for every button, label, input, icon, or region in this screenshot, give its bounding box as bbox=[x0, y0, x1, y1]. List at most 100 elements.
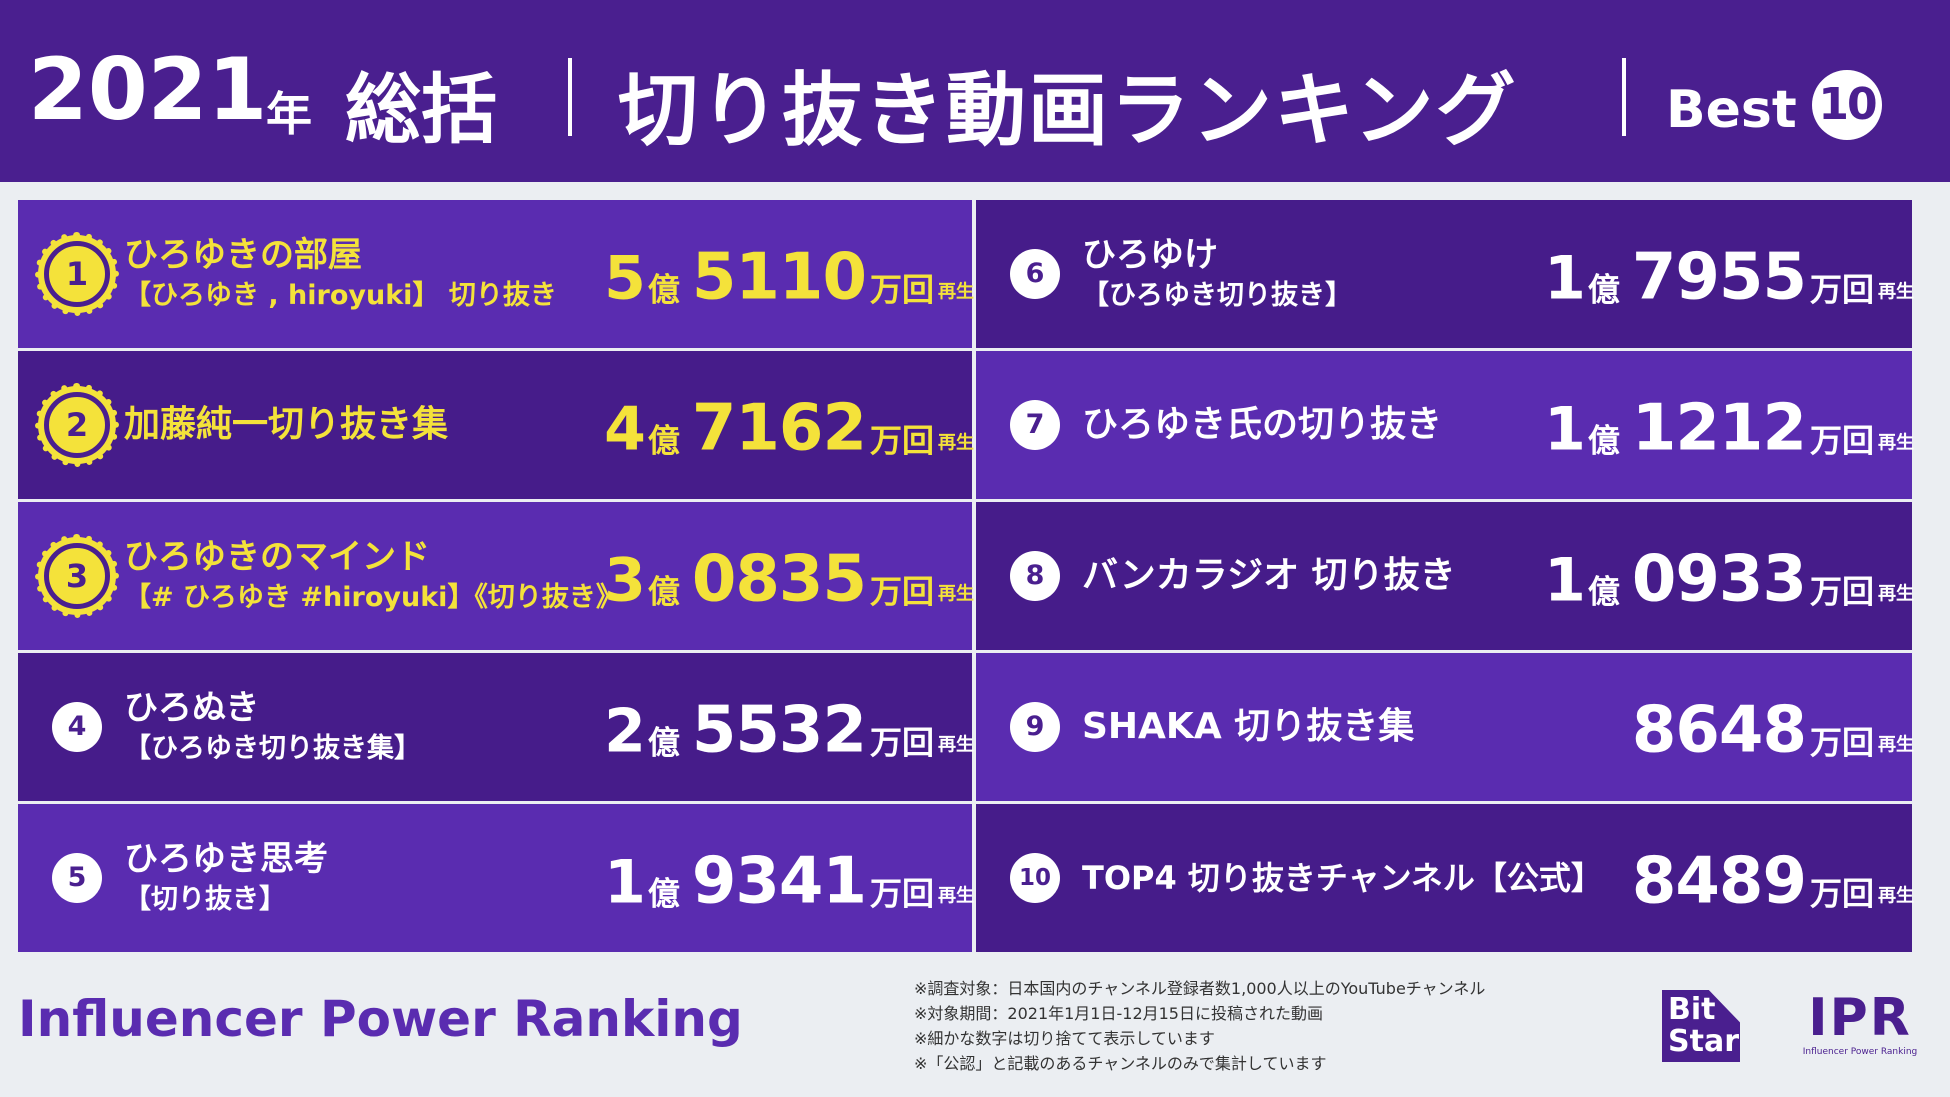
footer-note: ※「公認」と記載のあるチャンネルのみで集計しています bbox=[914, 1054, 1327, 1073]
footer-brand-title: Influencer Power Ranking bbox=[18, 990, 743, 1048]
channel-name: 加藤純一切り抜き集 bbox=[124, 403, 448, 447]
views-man-unit: 万回 bbox=[869, 572, 934, 611]
page-title: 切り抜き動画ランキング bbox=[618, 64, 1518, 157]
ranking-card-1[interactable]: 1 ひろゆきの部屋 【ひろゆき , hiroyuki】 切り抜き 5 億 511… bbox=[18, 200, 974, 348]
views-man-unit: 万回 bbox=[869, 874, 934, 913]
views-man: 0835 bbox=[691, 542, 867, 617]
views-man: 8489 bbox=[1631, 844, 1807, 919]
view-count: 1 億 0933 万回 再生 bbox=[1544, 542, 1914, 617]
views-man: 7955 bbox=[1631, 240, 1807, 315]
rank-badge: 9 bbox=[1010, 702, 1060, 752]
channel-name-line1: TOP4 切り抜きチャンネル【公式】 bbox=[1082, 859, 1603, 897]
ranking-card-7[interactable]: 7 ひろゆき氏の切り抜き 1 億 1212 万回 再生 bbox=[976, 351, 1914, 499]
views-oku-unit: 億 bbox=[647, 723, 680, 762]
channel-name-line1: ひろゆきの部屋 bbox=[124, 235, 362, 275]
ipr-logo: IPR Influencer Power Ranking bbox=[1800, 990, 1920, 1058]
header-divider-left bbox=[568, 58, 572, 136]
channel-name: バンカラジオ 切り抜き bbox=[1082, 554, 1456, 598]
ranking-card-10[interactable]: 10 TOP4 切り抜きチャンネル【公式】 8489 万回 再生 bbox=[976, 804, 1914, 952]
views-playback-unit: 再生 bbox=[938, 432, 974, 454]
footer-note: ※対象期間：2021年1月1日-12月15日に投稿された動画 bbox=[914, 1004, 1323, 1023]
views-man-unit: 万回 bbox=[1809, 874, 1874, 913]
channel-name-line2: 【# ひろゆき #hiroyuki】《切り抜き》 bbox=[124, 582, 623, 613]
channel-name-line2: 【ひろゆき切り抜き】 bbox=[1082, 280, 1352, 311]
channel-name: ひろぬき 【ひろゆき切り抜き集】 bbox=[124, 686, 421, 768]
views-man: 7162 bbox=[691, 391, 867, 466]
view-count: 8648 万回 再生 bbox=[1631, 693, 1914, 768]
ranking-grid: 1 ひろゆきの部屋 【ひろゆき , hiroyuki】 切り抜き 5 億 511… bbox=[18, 200, 1914, 952]
rank-badge: 7 bbox=[1010, 400, 1060, 450]
channel-name-line1: バンカラジオ 切り抜き bbox=[1082, 555, 1456, 596]
views-man: 5110 bbox=[691, 240, 867, 315]
views-man-unit: 万回 bbox=[869, 270, 934, 309]
rank-badge: 6 bbox=[1010, 249, 1060, 299]
best-count-badge: 10 bbox=[1812, 70, 1882, 140]
rank-badge: 1 bbox=[35, 232, 119, 316]
channel-name-line1: ひろゆき思考 bbox=[124, 839, 328, 879]
channel-name-line2: 【ひろゆき , hiroyuki】 切り抜き bbox=[124, 280, 557, 311]
ipr-logo-mark: IPR bbox=[1808, 988, 1912, 1048]
channel-name-line1: ひろゆけ bbox=[1082, 235, 1218, 275]
ranking-card-3[interactable]: 3 ひろゆきのマインド 【# ひろゆき #hiroyuki】《切り抜き》 3 億… bbox=[18, 502, 974, 650]
channel-name: TOP4 切り抜きチャンネル【公式】 bbox=[1082, 856, 1603, 900]
view-count: 8489 万回 再生 bbox=[1631, 844, 1914, 919]
ranking-card-8[interactable]: 8 バンカラジオ 切り抜き 1 億 0933 万回 再生 bbox=[976, 502, 1914, 650]
views-man-unit: 万回 bbox=[869, 421, 934, 460]
channel-name-line2: 【切り抜き】 bbox=[124, 884, 286, 915]
views-playback-unit: 再生 bbox=[938, 281, 974, 303]
views-playback-unit: 再生 bbox=[938, 734, 974, 756]
view-count: 5 億 5110 万回 再生 bbox=[604, 240, 974, 315]
ranking-card-2[interactable]: 2 加藤純一切り抜き集 4 億 7162 万回 再生 bbox=[18, 351, 974, 499]
views-man-unit: 万回 bbox=[1809, 723, 1874, 762]
views-man-unit: 万回 bbox=[1809, 270, 1874, 309]
views-oku: 1 bbox=[1544, 545, 1586, 616]
views-oku: 1 bbox=[1544, 243, 1586, 314]
rank-badge: 4 bbox=[52, 702, 102, 752]
ranking-card-6[interactable]: 6 ひろゆけ 【ひろゆき切り抜き】 1 億 7955 万回 再生 bbox=[976, 200, 1914, 348]
channel-name-line1: ひろぬき bbox=[124, 688, 260, 728]
views-playback-unit: 再生 bbox=[1878, 885, 1914, 907]
views-man-unit: 万回 bbox=[1809, 421, 1874, 460]
views-playback-unit: 再生 bbox=[1878, 281, 1914, 303]
header-divider-right bbox=[1622, 58, 1626, 136]
views-playback-unit: 再生 bbox=[938, 885, 974, 907]
view-count: 2 億 5532 万回 再生 bbox=[604, 693, 974, 768]
ipr-logo-subtitle: Influencer Power Ranking bbox=[1802, 1047, 1918, 1057]
footer-note: ※調査対象：日本国内のチャンネル登録者数1,000人以上のYouTubeチャンネ… bbox=[914, 979, 1486, 998]
views-playback-unit: 再生 bbox=[1878, 583, 1914, 605]
views-man: 1212 bbox=[1631, 391, 1807, 466]
view-count: 1 億 7955 万回 再生 bbox=[1544, 240, 1914, 315]
views-man: 5532 bbox=[691, 693, 867, 768]
views-oku: 3 bbox=[604, 545, 646, 616]
channel-name: ひろゆきのマインド 【# ひろゆき #hiroyuki】《切り抜き》 bbox=[124, 535, 623, 617]
views-man: 8648 bbox=[1631, 693, 1807, 768]
channel-name-line2: 【ひろゆき切り抜き集】 bbox=[124, 733, 421, 764]
footer-note: ※細かな数字は切り捨てて表示しています bbox=[914, 1029, 1215, 1048]
views-man: 9341 bbox=[691, 844, 867, 919]
footer-notes: ※調査対象：日本国内のチャンネル登録者数1,000人以上のYouTubeチャンネ… bbox=[914, 976, 1485, 1076]
channel-name: ひろゆきの部屋 【ひろゆき , hiroyuki】 切り抜き bbox=[124, 233, 557, 315]
views-oku: 1 bbox=[604, 847, 646, 918]
views-oku-unit: 億 bbox=[647, 270, 680, 309]
best-label: Best bbox=[1666, 80, 1797, 140]
rank-badge: 10 bbox=[1010, 853, 1060, 903]
views-man: 0933 bbox=[1631, 542, 1807, 617]
views-oku: 1 bbox=[1544, 394, 1586, 465]
views-oku-unit: 億 bbox=[647, 874, 680, 913]
views-oku: 4 bbox=[604, 394, 646, 465]
view-count: 3 億 0835 万回 再生 bbox=[604, 542, 974, 617]
rank-badge: 5 bbox=[52, 853, 102, 903]
channel-name-line1: ひろゆき氏の切り抜き bbox=[1082, 404, 1443, 445]
channel-name-line1: ひろゆきのマインド bbox=[124, 537, 430, 577]
ranking-card-4[interactable]: 4 ひろぬき 【ひろゆき切り抜き集】 2 億 5532 万回 再生 bbox=[18, 653, 974, 801]
channel-name-line1: 加藤純一切り抜き集 bbox=[124, 404, 449, 445]
ranking-card-9[interactable]: 9 SHAKA 切り抜き集 8648 万回 再生 bbox=[976, 653, 1914, 801]
views-man-unit: 万回 bbox=[869, 723, 934, 762]
views-oku-unit: 億 bbox=[647, 572, 680, 611]
channel-name-line1: SHAKA 切り抜き集 bbox=[1082, 706, 1415, 747]
ranking-card-5[interactable]: 5 ひろゆき思考 【切り抜き】 1 億 9341 万回 再生 bbox=[18, 804, 974, 952]
rank-badge: 3 bbox=[35, 534, 119, 618]
rank-badge: 2 bbox=[35, 383, 119, 467]
views-playback-unit: 再生 bbox=[1878, 734, 1914, 756]
header-banner: 2021 年 総括 切り抜き動画ランキング Best 10 bbox=[0, 0, 1950, 182]
